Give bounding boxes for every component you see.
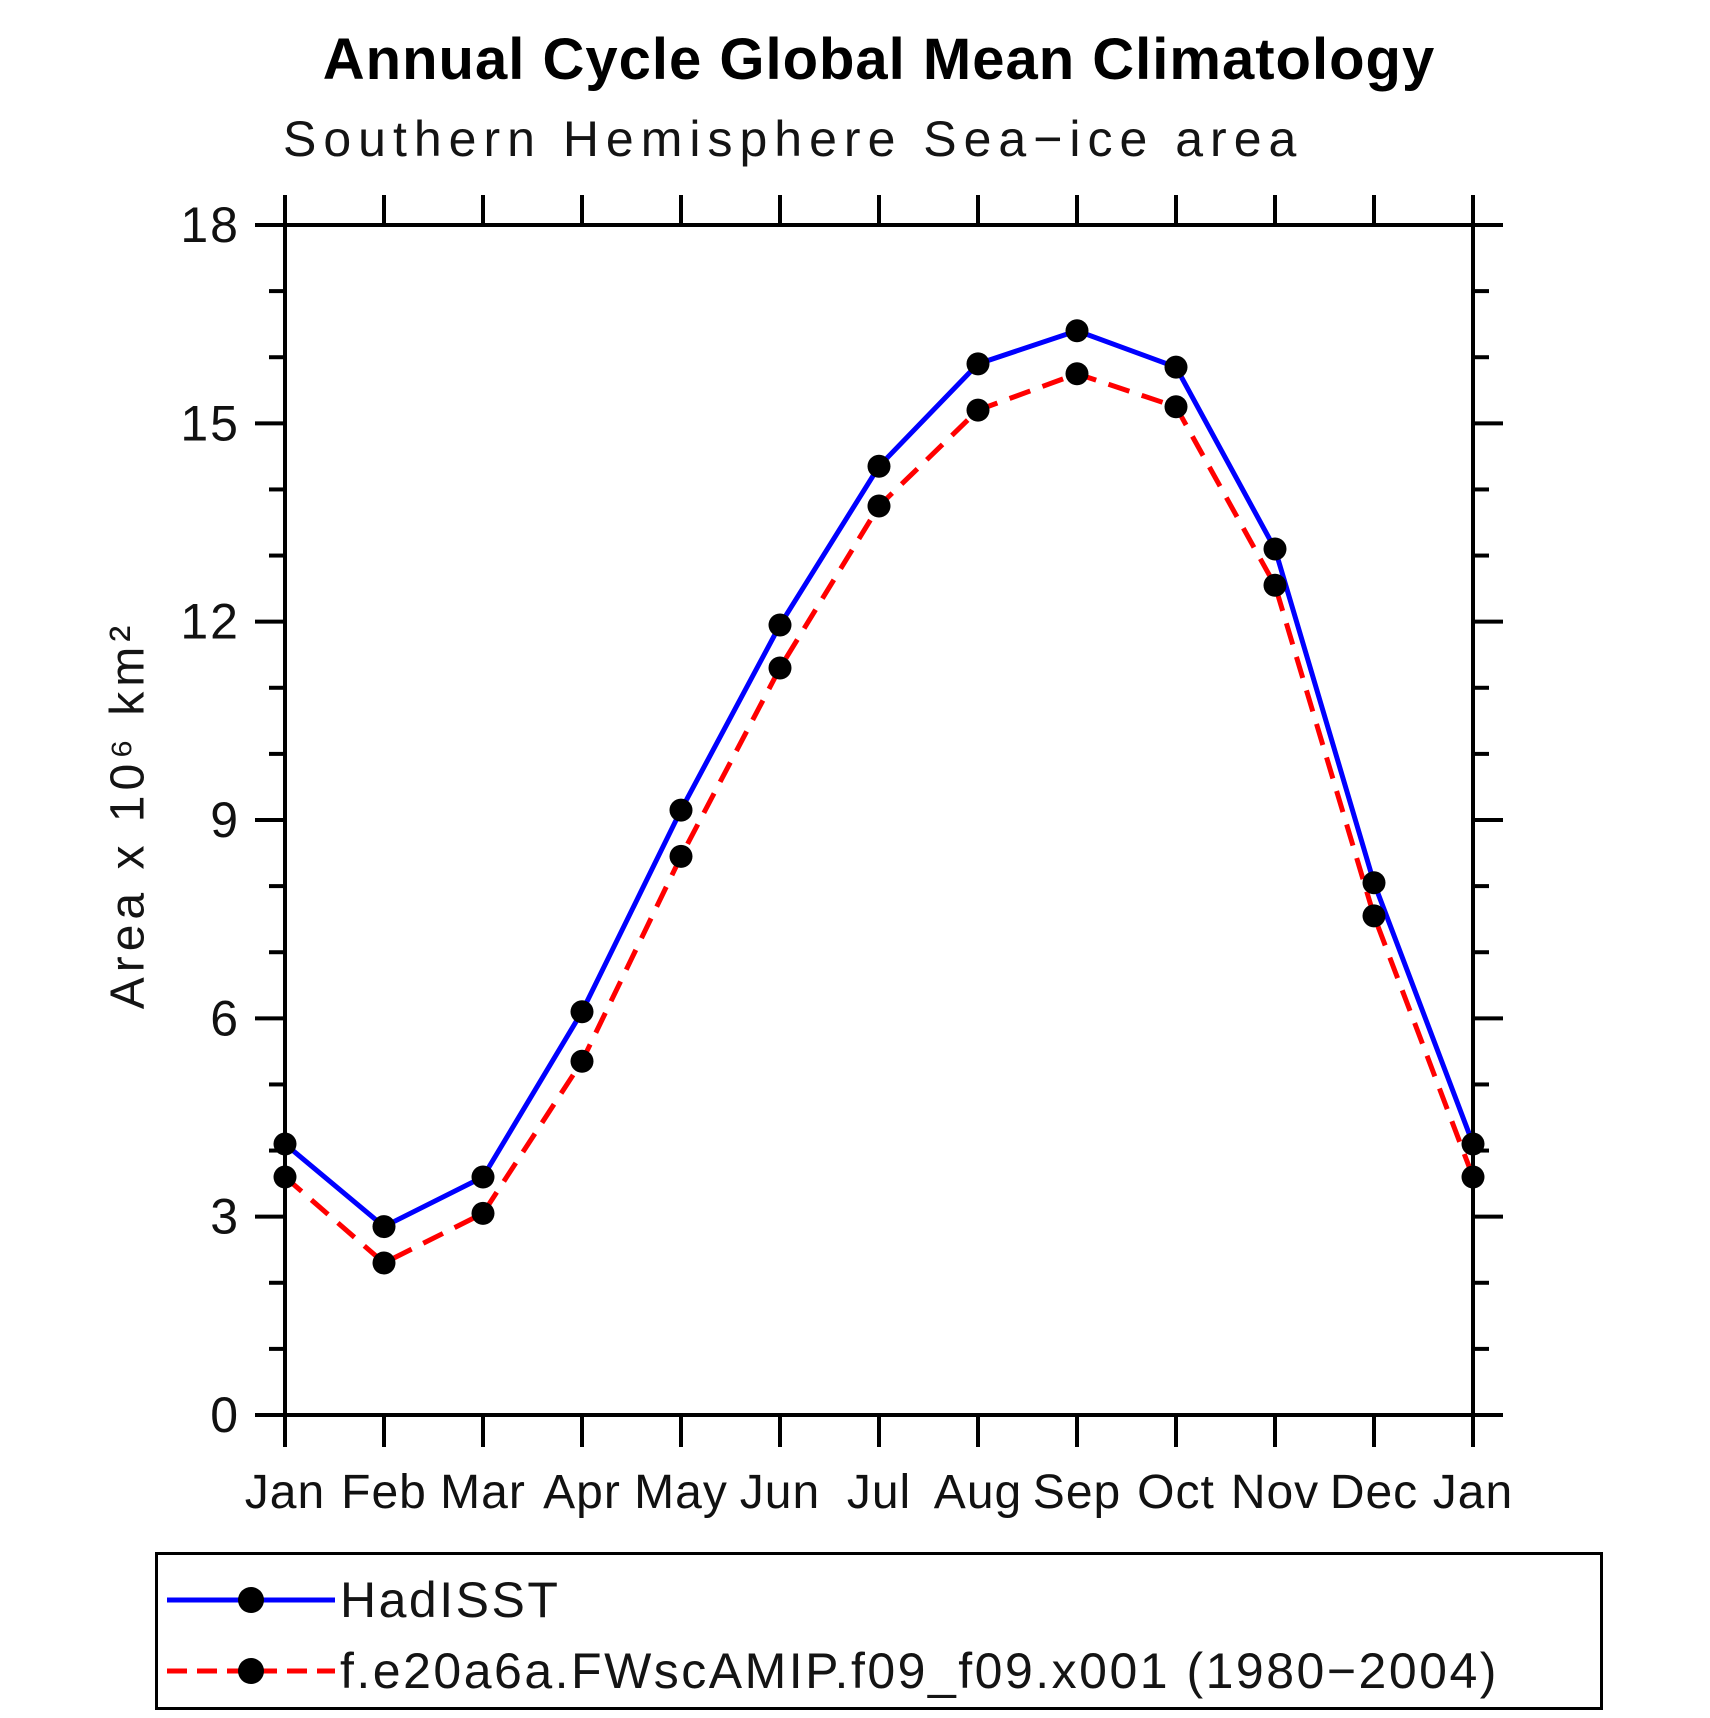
legend-item-hadisst: HadISST [165,1572,560,1628]
legend-marker-dot-icon [238,1587,264,1613]
legend-sample-solid-line [167,1587,335,1613]
svg-text:6: 6 [210,990,240,1046]
svg-text:Sep: Sep [1033,1466,1121,1519]
svg-text:Jun: Jun [740,1466,820,1519]
svg-text:3: 3 [210,1189,240,1245]
svg-text:15: 15 [180,395,240,451]
svg-text:Oct: Oct [1137,1466,1215,1519]
plot-frame [283,223,1475,1417]
legend-label-model: f.e20a6a.FWscAMIP.f09_f09.x001 (1980−200… [340,1643,1499,1699]
svg-text:Aug: Aug [934,1466,1022,1519]
svg-text:Nov: Nov [1231,1466,1319,1519]
svg-text:Jan: Jan [1433,1466,1513,1519]
svg-text:Dec: Dec [1330,1466,1418,1519]
svg-text:Feb: Feb [341,1466,427,1519]
svg-text:9: 9 [210,792,240,848]
series-markers-1 [273,362,1485,1275]
y-axis-ticks [255,223,1503,1417]
legend-marker-dot-icon [238,1658,264,1684]
svg-text:Apr: Apr [543,1466,621,1519]
x-axis-ticks [283,195,1475,1447]
series-markers-0 [273,319,1485,1239]
svg-text:0: 0 [210,1387,240,1443]
svg-text:18: 18 [180,197,240,253]
svg-text:May: May [634,1466,728,1519]
chart-subtitle: Southern Hemisphere Sea−ice area [283,111,1304,167]
svg-text:Jan: Jan [245,1466,325,1519]
legend-label-hadisst: HadISST [340,1572,561,1628]
chart-title: Annual Cycle Global Mean Climatology [322,27,1436,92]
y-axis-tick-labels: 0 3 6 9 12 15 18 [180,197,240,1443]
svg-text:12: 12 [180,594,240,650]
svg-text:Jul: Jul [847,1466,911,1519]
legend-sample-dashed-line [167,1658,335,1684]
x-axis-tick-labels: Jan Feb Mar Apr May Jun Jul Aug Sep Oct Nov Dec Jan [245,1466,1513,1519]
legend-item-model: f.e20a6a.FWscAMIP.f09_f09.x001 (1980−200… [165,1643,1499,1699]
legend-box: HadISST f.e20a6a.FWscAMIP.f09_f09.x001 (… [155,1552,1603,1710]
svg-text:Mar: Mar [440,1466,526,1519]
